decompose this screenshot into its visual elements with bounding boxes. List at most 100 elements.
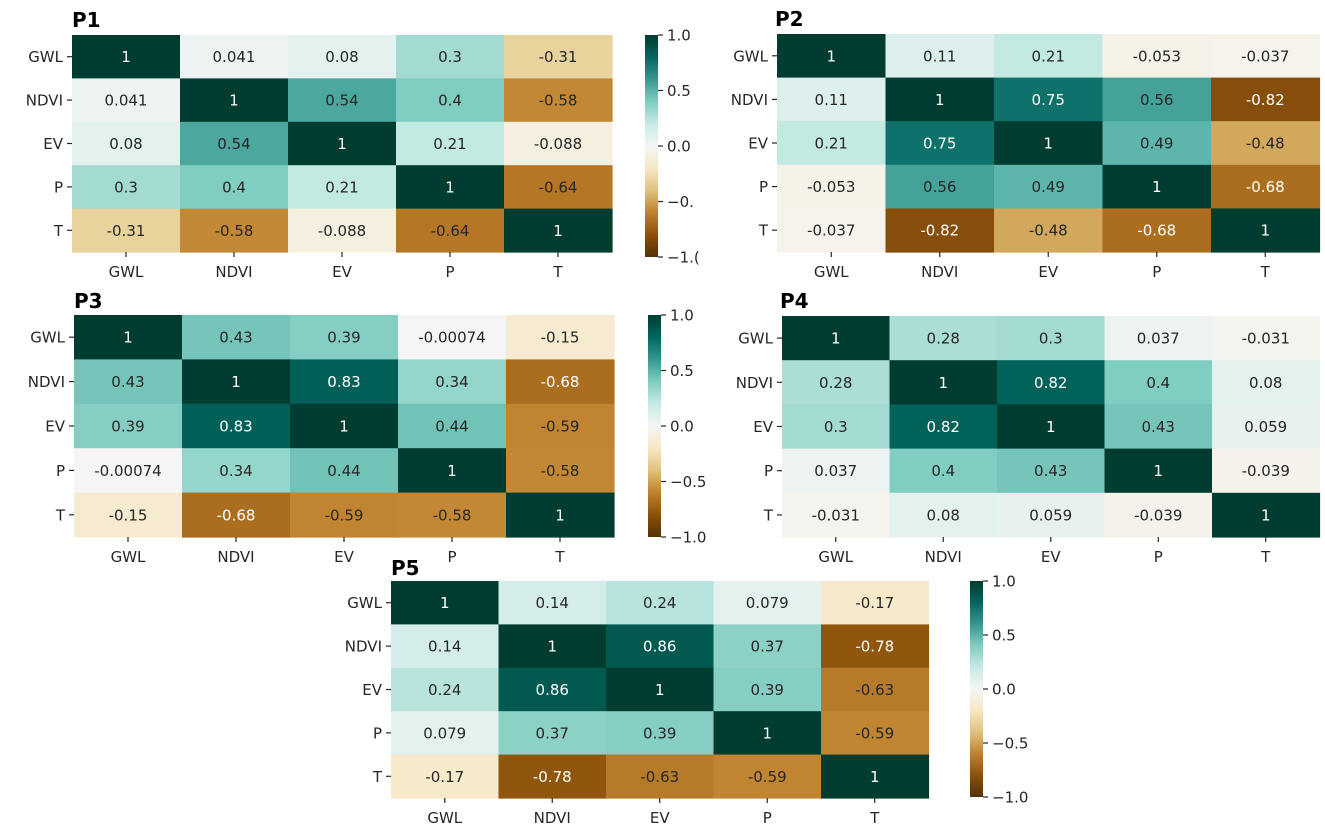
y-tick-label: P: [56, 462, 65, 480]
cell-value-label: -0.053: [1133, 47, 1181, 65]
heatmap-cell: [606, 624, 715, 669]
heatmap-cell: [498, 711, 607, 756]
heatmap-cell: [1104, 448, 1213, 494]
cell-value-label: -0.053: [807, 178, 855, 196]
x-tick-label: GWL: [814, 263, 849, 281]
x-tick-label: NDVI: [921, 263, 958, 281]
colorbar-tick-label: 0.0: [667, 138, 691, 156]
heatmap-cell: [782, 316, 891, 361]
heatmap-cell: [398, 315, 507, 360]
heatmap-cell: [396, 165, 505, 210]
heatmap-cell: [997, 492, 1106, 538]
cell-value-label: 0.39: [327, 329, 360, 347]
y-tick-label: EV: [362, 681, 382, 699]
heatmap-cell: [72, 78, 181, 123]
y-tick-label: P: [54, 178, 63, 196]
heatmap-cell: [498, 754, 607, 799]
heatmap-cell: [606, 581, 715, 625]
cell-value-label: -0.088: [318, 222, 366, 240]
cell-value-label: -0.68: [1246, 178, 1285, 196]
cell-value-label: 0.44: [435, 418, 468, 436]
heatmap-cell: [391, 581, 500, 625]
cell-value-label: 0.86: [643, 638, 676, 656]
cell-value-label: -0.68: [1137, 222, 1176, 240]
heatmap-cell: [889, 448, 998, 494]
cell-value-label: -0.64: [539, 178, 578, 196]
cell-value-label: -0.17: [425, 768, 464, 786]
heatmap-cell: [606, 667, 715, 712]
cell-value-label: 0.14: [428, 638, 461, 656]
cell-value-label: 0.54: [217, 135, 250, 153]
heatmap-cell: [1212, 404, 1321, 450]
cell-value-label: 0.82: [927, 418, 960, 436]
heatmap-cell: [504, 121, 613, 166]
heatmap-cell: [1212, 316, 1321, 361]
colorbar-tick-label: 0.5: [992, 627, 1016, 645]
heatmap-cell: [72, 121, 181, 166]
cell-value-label: 1: [1153, 462, 1163, 480]
cell-value-label: -0.48: [1029, 222, 1068, 240]
heatmap-cell: [398, 448, 507, 494]
heatmap-cell: [290, 448, 399, 494]
heatmap-cell: [782, 492, 891, 538]
heatmap-cell: [821, 711, 930, 756]
cell-value-label: 1: [339, 418, 349, 436]
cell-value-label: 0.37: [536, 724, 569, 742]
cell-value-label: 1: [121, 48, 131, 66]
heatmap-cell: [72, 35, 181, 79]
cell-value-label: 1: [553, 222, 563, 240]
heatmap-cell: [506, 492, 615, 538]
y-tick-label: NDVI: [731, 91, 768, 109]
colorbar-tick-label: −1.(: [667, 249, 700, 267]
heatmap-cell: [74, 359, 183, 405]
heatmap-cell: [994, 77, 1104, 122]
cell-value-label: 0.079: [746, 594, 789, 612]
heatmap-panel-p2: 1 0.11 0.21 -0.053 -0.037 0.11 1 0.75 0.56 -0.82 0…: [731, 7, 1321, 281]
heatmap-cell: [1211, 164, 1321, 209]
y-tick-label: T: [372, 768, 383, 786]
cell-value-label: 0.079: [423, 724, 466, 742]
heatmap-cell: [74, 448, 183, 494]
cell-value-label: 0.21: [433, 135, 466, 153]
y-tick-label: T: [53, 222, 64, 240]
heatmap-cell: [396, 121, 505, 166]
heatmap-cell: [1212, 360, 1321, 405]
heatmap-cell: [180, 78, 289, 123]
heatmap-cell: [994, 164, 1104, 209]
heatmap-cell: [821, 581, 930, 625]
cell-value-label: 0.4: [931, 462, 955, 480]
heatmap-cell: [606, 711, 715, 756]
y-tick-label: T: [758, 222, 769, 240]
cell-value-label: -0.78: [533, 768, 572, 786]
heatmap-cell: [1102, 34, 1212, 79]
heatmap-cell: [821, 754, 930, 799]
heatmap-cell: [72, 208, 181, 253]
colorbar-tick-label: 1.0: [992, 573, 1016, 591]
panel-title: P4: [780, 289, 809, 313]
heatmap-cell: [1211, 34, 1321, 79]
cell-value-label: 1: [445, 178, 455, 196]
heatmap-cell: [1104, 404, 1213, 450]
heatmap-cell: [777, 164, 887, 209]
heatmap-cell: [288, 121, 397, 166]
heatmap-cell: [885, 77, 995, 122]
heatmap-cell: [398, 492, 507, 538]
x-tick-label: EV: [332, 263, 352, 281]
heatmap-cell: [885, 208, 995, 253]
y-tick-label: EV: [753, 418, 773, 436]
cell-value-label: 0.21: [325, 178, 358, 196]
heatmap-cell: [997, 316, 1106, 361]
cell-value-label: -0.15: [109, 506, 148, 524]
x-tick-label: T: [869, 809, 880, 827]
heatmap-cell: [782, 404, 891, 450]
heatmap-cell: [1102, 77, 1212, 122]
cell-value-label: 1: [231, 373, 241, 391]
heatmap-cell: [777, 121, 887, 166]
cell-value-label: -0.48: [1246, 135, 1285, 153]
cell-value-label: -0.68: [217, 506, 256, 524]
heatmap-cell: [182, 359, 291, 405]
cell-value-label: -0.82: [920, 222, 959, 240]
x-tick-label: P: [1152, 263, 1161, 281]
cell-value-label: 0.037: [1137, 330, 1180, 348]
